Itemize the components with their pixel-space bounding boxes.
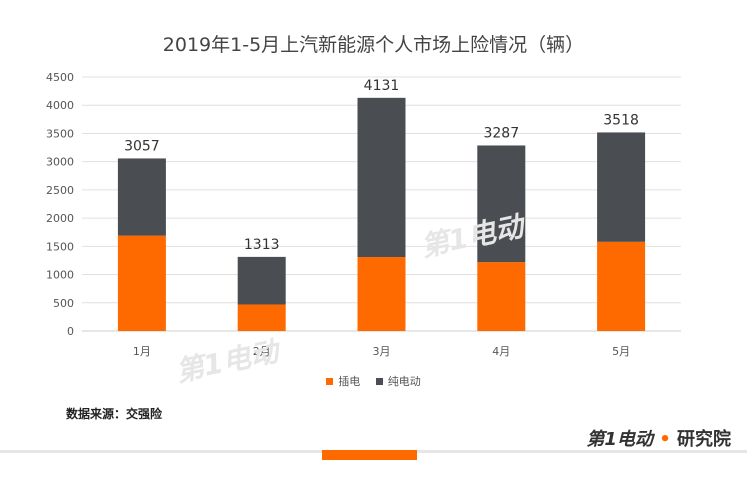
total-data-label: 3057 xyxy=(124,138,160,154)
y-tick-label: 1500 xyxy=(46,240,74,253)
x-tick-label: 2月 xyxy=(253,345,271,358)
x-tick-label: 3月 xyxy=(373,345,391,358)
y-tick-label: 0 xyxy=(67,325,74,338)
bar-plug-in xyxy=(357,257,406,331)
y-tick-label: 1000 xyxy=(46,269,74,282)
bar-plug-in xyxy=(477,262,526,331)
y-tick-label: 500 xyxy=(53,297,74,310)
x-tick-label: 5月 xyxy=(612,345,630,358)
legend-item-plug-in: 插电 xyxy=(326,373,360,389)
brand-dot: • xyxy=(659,429,671,450)
y-tick-label: 3500 xyxy=(46,127,74,140)
brand-logo: 第1电动 • 研究院 xyxy=(586,425,731,451)
legend-swatch-plug-in xyxy=(326,377,334,385)
y-tick-label: 4500 xyxy=(46,71,74,84)
y-tick-label: 2000 xyxy=(46,212,74,225)
total-data-label: 1313 xyxy=(244,237,280,253)
chart-legend: 插电 纯电动 xyxy=(0,373,747,389)
legend-label-pure-ev: 纯电动 xyxy=(387,375,421,388)
total-data-label: 3287 xyxy=(483,125,519,141)
x-tick-label: 4月 xyxy=(492,345,510,358)
bar-pure-ev xyxy=(237,256,286,305)
y-tick-label: 2500 xyxy=(46,184,74,197)
legend-item-pure-ev: 纯电动 xyxy=(375,373,421,389)
bar-pure-ev xyxy=(477,145,526,263)
bar-plug-in xyxy=(117,235,166,331)
data-source: 数据来源：交强险 xyxy=(66,407,163,421)
total-data-label: 4131 xyxy=(364,78,400,94)
brand-name: 研究院 xyxy=(677,429,731,450)
brand-mark: 第1电动 xyxy=(586,429,653,450)
y-tick-label: 4000 xyxy=(46,99,74,112)
footer-accent-bar xyxy=(322,450,417,460)
stacked-bar-chart: 0 500 1000 1500 2000 2500 3000 3500 4000 4500 3057… xyxy=(46,71,681,358)
x-tick-label: 1月 xyxy=(133,345,151,358)
chart-title: 2019年1-5月上汽新能源个人市场上险情况（辆） xyxy=(162,34,585,56)
bar-plug-in xyxy=(597,241,646,331)
bar-pure-ev xyxy=(117,158,166,236)
y-tick-label: 3000 xyxy=(46,156,74,169)
legend-swatch-pure-ev xyxy=(375,377,383,385)
legend-label-plug-in: 插电 xyxy=(338,375,361,388)
bar-pure-ev xyxy=(357,97,406,258)
total-data-label: 3518 xyxy=(603,112,639,128)
bar-pure-ev xyxy=(597,132,646,242)
bar-plug-in xyxy=(237,304,286,331)
